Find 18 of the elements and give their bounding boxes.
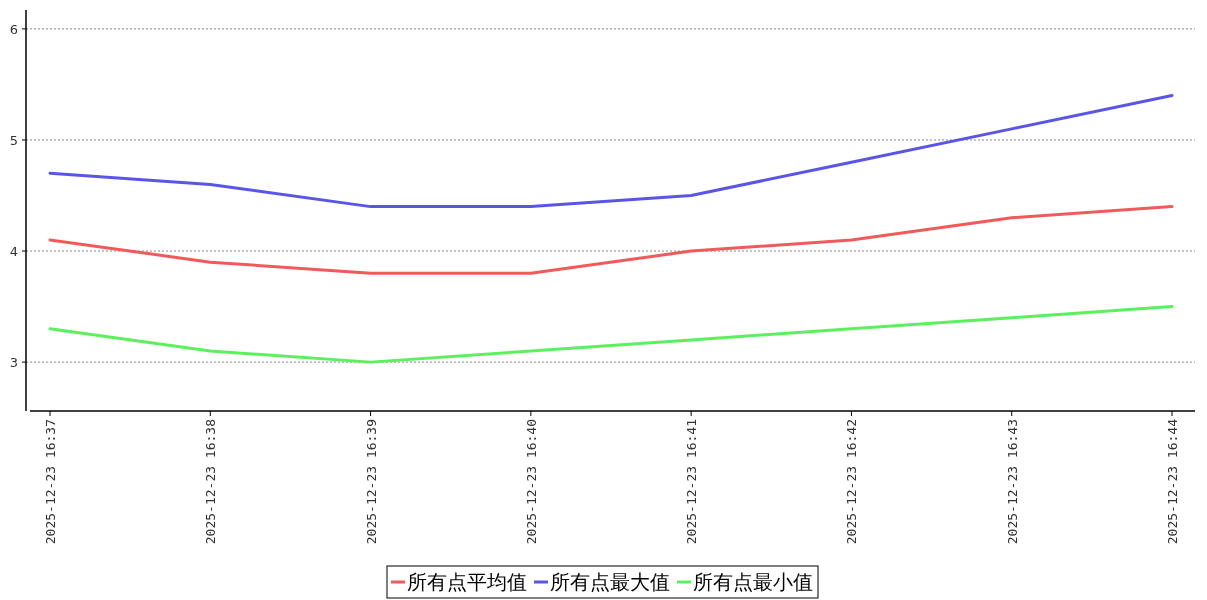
x-tick-label: 2025-12-23 16:40: [523, 419, 539, 545]
x-tick-label: 2025-12-23 16:41: [684, 419, 700, 545]
line-series: [48, 205, 1174, 275]
x-tick-label: 2025-12-23 16:43: [1004, 419, 1020, 545]
x-tick-label: 2025-12-23 16:37: [43, 419, 58, 545]
y-tick-label: 5: [9, 132, 18, 148]
line-series: [48, 94, 1174, 209]
x-tick-label: 2025-12-23 16:42: [844, 419, 860, 545]
legend-label: 所有点最大值: [550, 570, 670, 594]
legend-label: 所有点平均值: [407, 570, 527, 594]
legend-label: 所有点最小值: [693, 570, 813, 594]
x-tick-label: 2025-12-23 16:38: [203, 419, 219, 545]
y-tick-label: 4: [9, 244, 18, 260]
y-tick-label: 3: [9, 355, 18, 371]
x-tick-label: 2025-12-23 16:44: [1165, 418, 1180, 545]
x-tick-label: 2025-12-23 16:39: [363, 419, 379, 545]
y-tick-label: 6: [9, 21, 18, 37]
line-series: [48, 305, 1174, 364]
